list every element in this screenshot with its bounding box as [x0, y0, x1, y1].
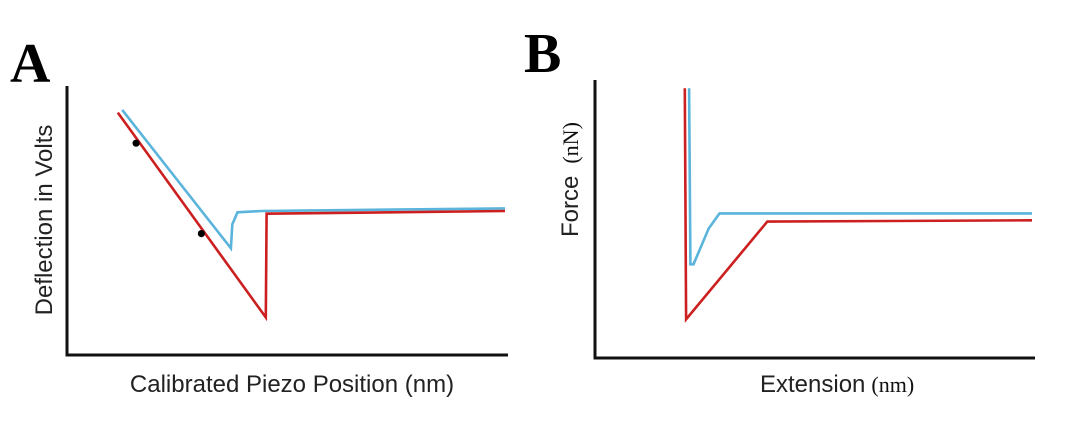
panel-a-axes: [65, 86, 508, 357]
panel-a-letter: A: [10, 33, 51, 95]
panel-b-y-axis-title: Force (nN): [557, 122, 584, 237]
panel-b-x-axis-unit: (nm): [871, 372, 914, 397]
panel-a-marker-point: [197, 230, 205, 238]
panel-b-letter: B: [524, 23, 561, 85]
panel-b-plot-area: [683, 88, 1033, 323]
panel-b-y-axis-unit: (nN): [558, 122, 583, 164]
panel-a-red-curve: [116, 111, 506, 322]
panel-b-y-axis-label: Force: [557, 176, 584, 237]
panel-b-x-axis-title: Extension (nm): [760, 371, 914, 398]
panel-b: B Force (nN) Extension (nm): [524, 23, 1035, 398]
panel-b-red-curve: [683, 88, 1033, 323]
panel-b-axes: [593, 80, 1035, 360]
panel-b-blue-curve: [687, 88, 1032, 266]
panel-a: A Deflection in Volts Calibrated Piezo P…: [10, 33, 508, 398]
panel-b-x-axis-label: Extension: [760, 371, 865, 398]
panel-a-y-axis-label: Deflection in Volts: [31, 125, 58, 316]
panel-a-blue-curve: [121, 109, 506, 252]
panel-a-plot-area: [116, 109, 506, 322]
panel-a-marker-point: [132, 139, 140, 147]
panel-a-x-axis-label: Calibrated Piezo Position (nm): [130, 371, 454, 398]
